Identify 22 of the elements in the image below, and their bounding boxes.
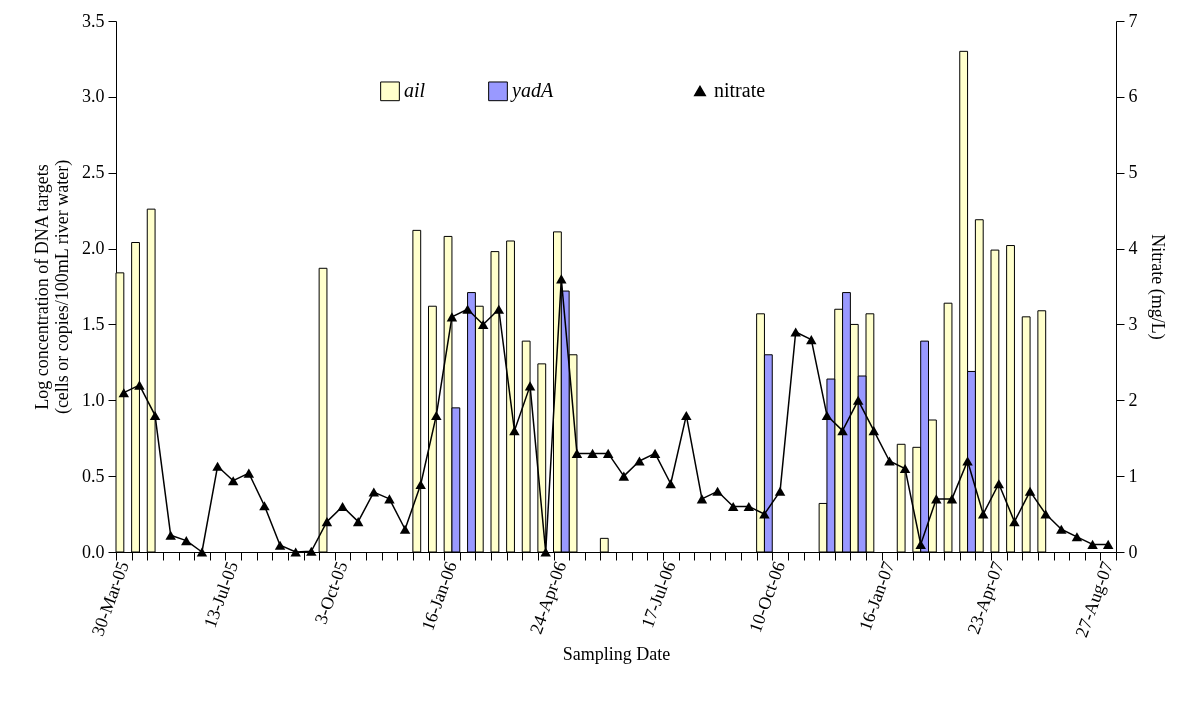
y-tick-label: 3.0	[82, 86, 105, 107]
y2-tick-label: 5	[1128, 162, 1138, 183]
y2-tick-label: 4	[1128, 238, 1138, 259]
y2-tick-label: 6	[1128, 86, 1138, 107]
y2-tick-label: 2	[1128, 389, 1138, 410]
y2-tick-label: 1	[1128, 465, 1138, 486]
y2-tick-label: 3	[1128, 313, 1138, 334]
legend-label: ail	[404, 79, 426, 102]
y-tick-label: 3.5	[82, 10, 105, 31]
legend-label: yadA	[510, 79, 554, 103]
y-tick-label: 1.5	[82, 313, 105, 334]
y-axis-title: Log concentration of DNA targets (cells or copies/100mL river water)	[32, 159, 73, 415]
x-axis-title: Sampling Date	[562, 643, 671, 664]
y2-axis-title: Nitrate (mg/L)	[1146, 234, 1168, 340]
y-tick-label: 0.5	[82, 465, 105, 486]
y-tick-label: 0.0	[82, 541, 105, 562]
y-tick-label: 1.0	[82, 389, 105, 410]
y-tick-label: 2.5	[82, 162, 105, 183]
y2-tick-label: 7	[1128, 10, 1138, 31]
y-tick-label: 2.0	[82, 238, 105, 259]
legend-label: nitrate	[714, 79, 766, 101]
y2-tick-label: 0	[1128, 541, 1138, 562]
